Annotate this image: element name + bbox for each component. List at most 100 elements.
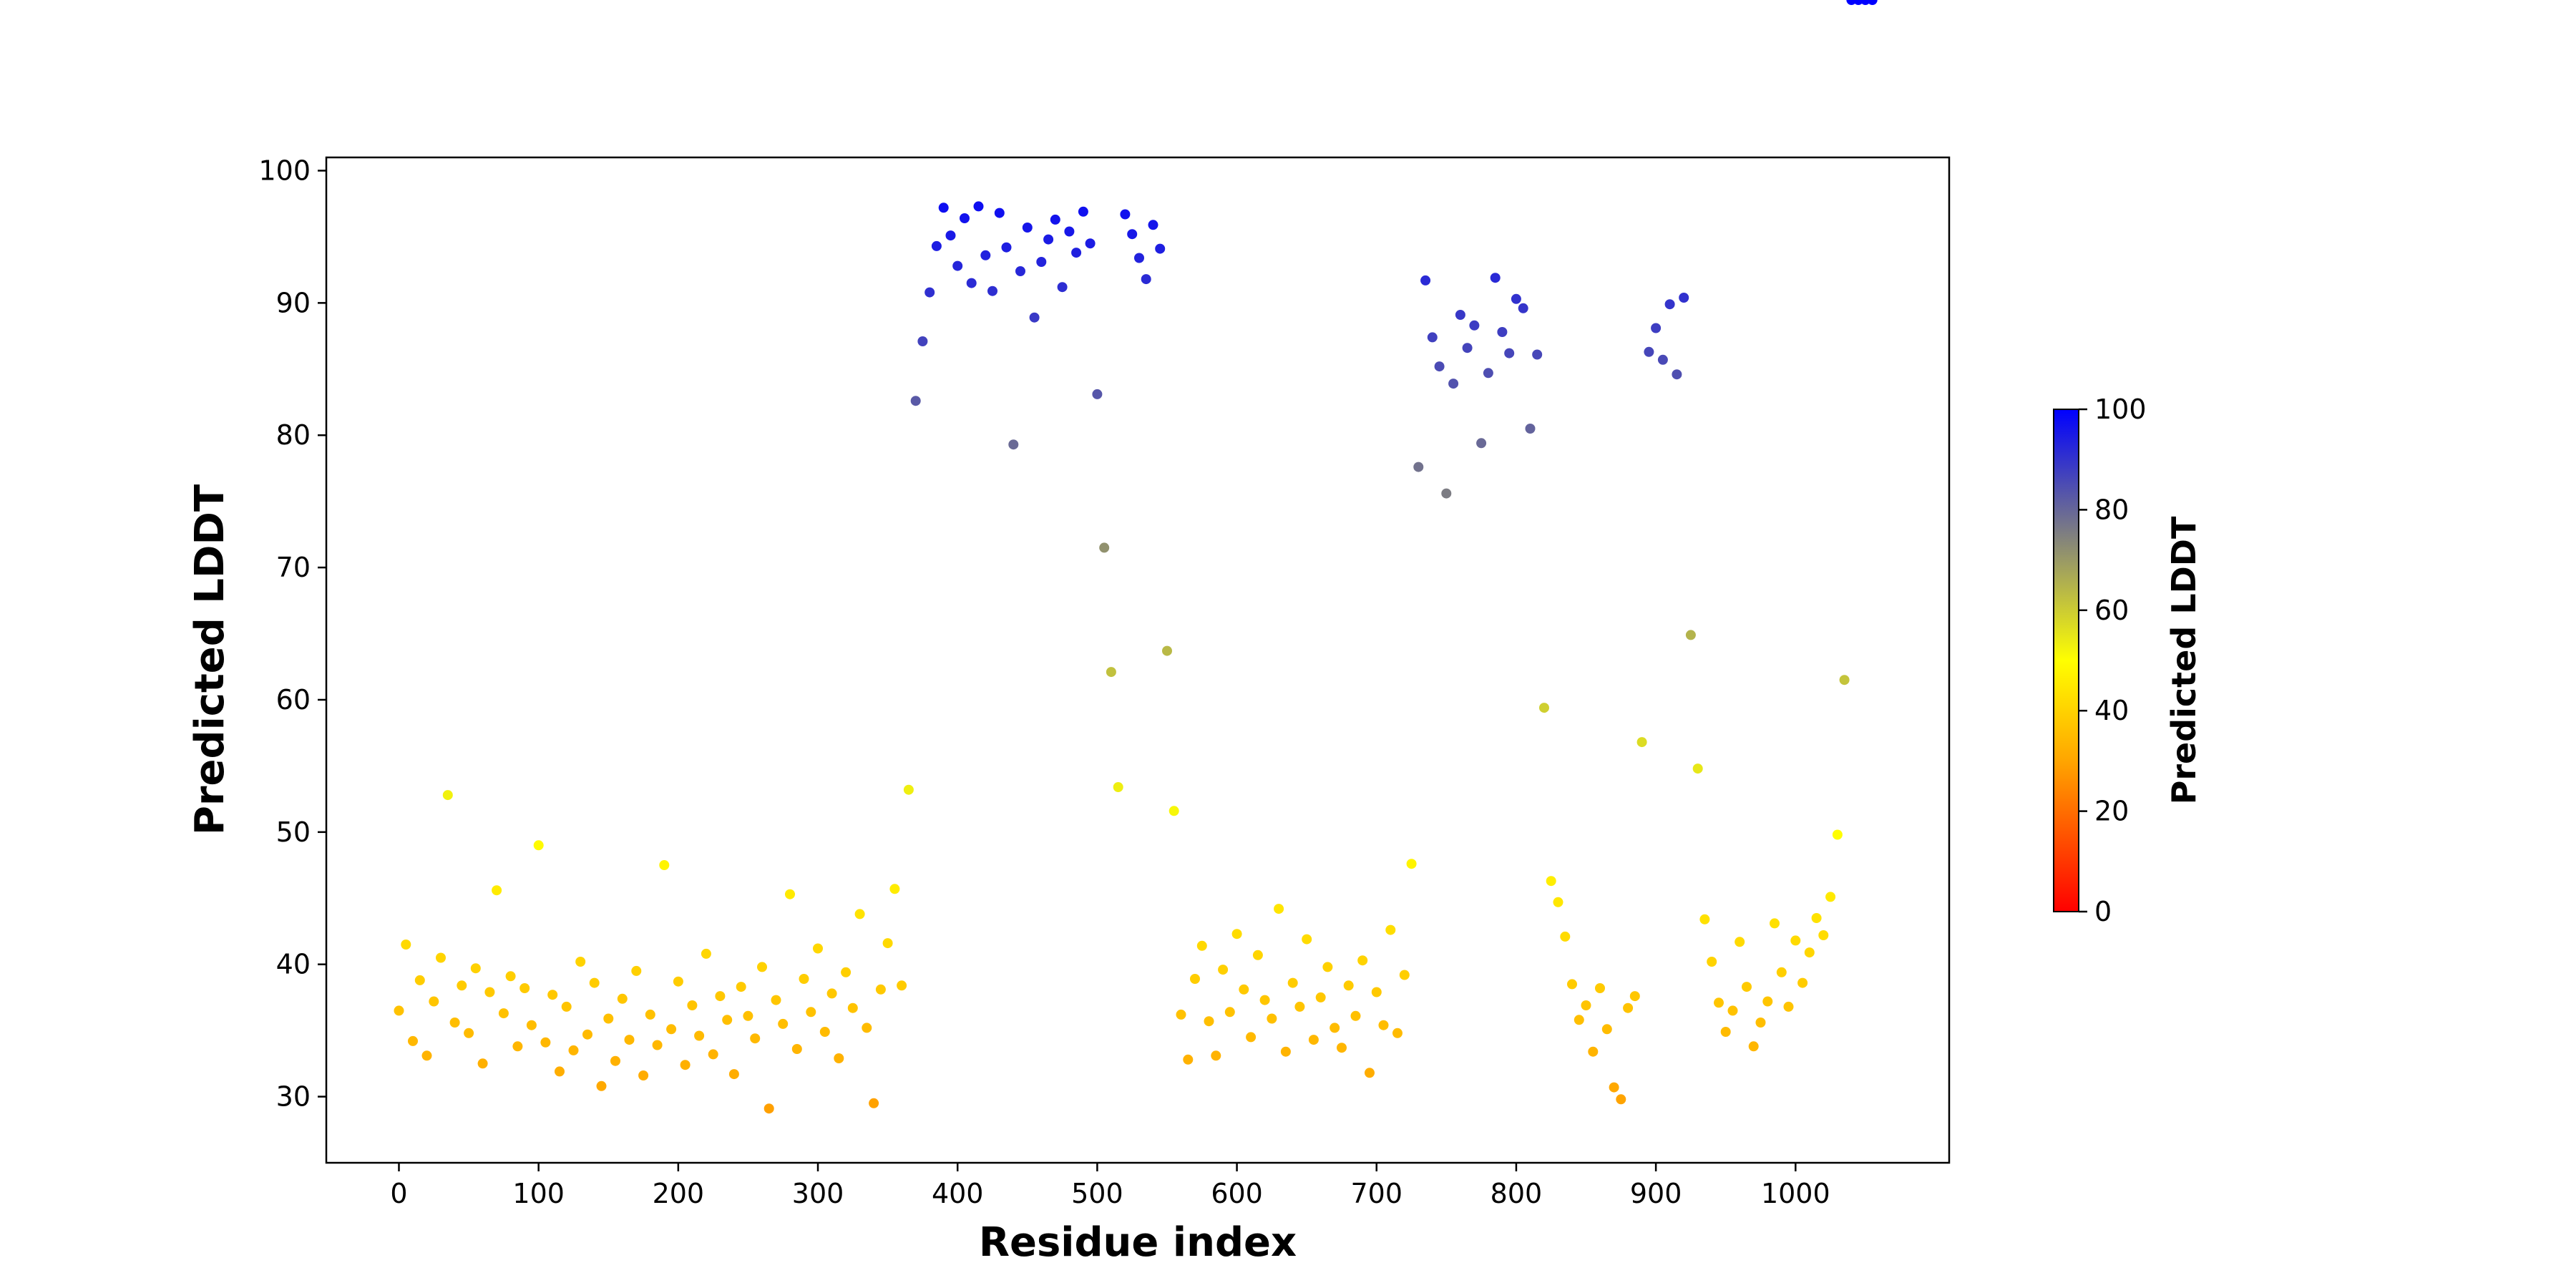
x-tick-label: 800: [1491, 1178, 1543, 1209]
data-point: [1601, 1024, 1612, 1035]
data-point: [1385, 924, 1396, 935]
data-point: [1511, 293, 1521, 304]
data-point: [687, 1000, 698, 1010]
data-point: [484, 987, 495, 997]
data-point: [1735, 937, 1745, 947]
data-point: [1727, 1005, 1738, 1016]
data-point: [1029, 312, 1040, 323]
data-point: [1413, 462, 1424, 472]
data-point: [1476, 438, 1487, 449]
data-point: [1302, 934, 1312, 945]
colorbar-tick-label: 60: [2094, 595, 2129, 626]
data-point: [1022, 223, 1033, 233]
data-point: [841, 967, 852, 977]
data-point: [561, 1001, 572, 1012]
data-point: [1490, 273, 1501, 283]
colorbar-tick-label: 0: [2094, 896, 2112, 927]
data-point: [701, 948, 711, 959]
data-point: [1867, 0, 1878, 5]
data-point: [1825, 892, 1836, 902]
data-point: [1679, 293, 1689, 303]
data-point: [778, 1018, 789, 1029]
data-point: [547, 990, 558, 1000]
data-point: [763, 1103, 774, 1114]
data-point: [1057, 282, 1068, 293]
data-point: [568, 1045, 579, 1055]
data-point: [728, 1069, 739, 1080]
y-tick-label: 30: [276, 1081, 311, 1113]
data-point: [1546, 876, 1556, 887]
data-point: [555, 1066, 565, 1077]
data-point: [1588, 1046, 1599, 1057]
data-point: [869, 1098, 879, 1108]
data-point: [813, 943, 823, 954]
y-tick-label: 70: [276, 552, 311, 583]
data-point: [457, 980, 467, 991]
data-point: [1560, 931, 1571, 942]
y-tick-label: 60: [276, 684, 311, 716]
data-point: [854, 909, 865, 919]
data-point: [1322, 962, 1333, 972]
data-point: [1636, 737, 1647, 748]
data-point: [1699, 914, 1710, 924]
data-point: [1176, 1009, 1186, 1020]
data-point: [519, 983, 530, 993]
y-axis: 30 40 50 60 70 80 90 100: [258, 155, 326, 1113]
data-point: [889, 884, 900, 894]
data-point: [1315, 992, 1326, 1002]
data-point: [1455, 310, 1465, 320]
data-point: [1085, 238, 1096, 249]
y-axis-label: Predicted LDDT: [187, 484, 233, 835]
plot-frame: [325, 156, 1951, 1164]
data-point: [987, 286, 997, 296]
colorbar-tick-label: 100: [2094, 394, 2147, 425]
data-point: [505, 971, 516, 982]
data-point: [1420, 275, 1431, 286]
colorbar: [2053, 409, 2079, 912]
data-point: [1141, 274, 1151, 285]
data-point: [1770, 918, 1780, 929]
data-point: [1811, 913, 1822, 923]
data-point: [1783, 1001, 1794, 1012]
data-point: [1720, 1027, 1731, 1037]
data-point: [1742, 982, 1752, 992]
data-point: [624, 1035, 635, 1045]
scatter-points: [394, 0, 1878, 1114]
data-point: [1748, 1041, 1759, 1052]
data-point: [1497, 327, 1508, 337]
data-point: [1350, 1010, 1361, 1021]
data-point: [1623, 1002, 1634, 1013]
data-point: [847, 1002, 858, 1013]
data-point: [1692, 763, 1703, 774]
data-point: [1259, 995, 1270, 1005]
data-point: [1762, 996, 1773, 1007]
data-point: [1015, 266, 1025, 276]
data-point: [1169, 806, 1179, 816]
data-point: [477, 1058, 488, 1069]
data-point: [1127, 229, 1138, 240]
x-tick-label: 100: [512, 1178, 565, 1209]
data-point: [694, 1030, 705, 1041]
data-point: [617, 993, 628, 1004]
data-point: [1832, 829, 1843, 840]
data-point: [722, 1015, 733, 1025]
data-point: [1308, 1035, 1319, 1045]
x-tick-label: 0: [390, 1178, 407, 1209]
data-point: [750, 1033, 761, 1044]
data-point: [743, 1010, 753, 1021]
data-point: [791, 1044, 802, 1054]
data-point: [1685, 630, 1696, 640]
data-point: [1406, 859, 1417, 869]
data-point: [1043, 234, 1054, 245]
data-point: [1504, 348, 1515, 358]
data-point: [1106, 667, 1116, 678]
data-point: [834, 1053, 844, 1063]
data-point: [966, 278, 977, 288]
data-point: [1371, 987, 1382, 997]
data-point: [1378, 1020, 1389, 1030]
data-point: [1224, 1007, 1235, 1018]
data-point: [882, 938, 893, 949]
data-point: [1651, 323, 1662, 333]
data-point: [1581, 1000, 1591, 1010]
